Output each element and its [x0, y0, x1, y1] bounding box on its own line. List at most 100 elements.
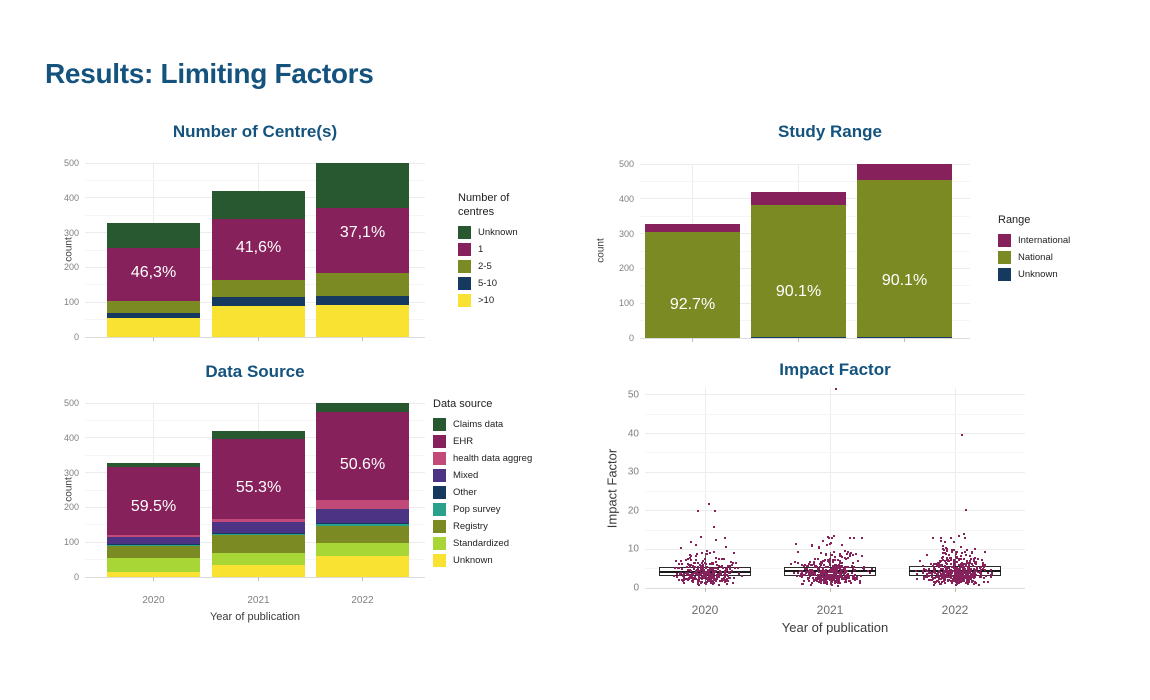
scatter-point — [706, 579, 709, 582]
bar-percent-label: 55.3% — [235, 478, 282, 496]
legend-item: Standardized — [433, 536, 532, 550]
scatter-point — [845, 558, 848, 561]
scatter-point — [810, 544, 813, 547]
scatter-point — [860, 537, 863, 540]
y-tick-label: 0 — [633, 582, 639, 594]
scatter-point — [724, 567, 727, 570]
scatter-point — [952, 565, 955, 568]
scatter-point — [973, 574, 976, 577]
scatter-point — [957, 579, 960, 582]
gridline-major — [85, 576, 425, 578]
scatter-point — [813, 563, 816, 566]
scatter-point — [967, 561, 970, 564]
y-tick-label: 400 — [63, 432, 79, 443]
scatter-point — [961, 564, 964, 567]
scatter-point — [948, 560, 951, 563]
scatter-point — [677, 563, 680, 566]
scatter-point — [833, 572, 836, 575]
gridline-minor — [645, 413, 1025, 415]
scatter-point — [834, 575, 837, 578]
scatter-point — [971, 580, 974, 583]
scatter-point — [812, 580, 815, 583]
scatter-point — [721, 565, 724, 568]
scatter-point — [692, 562, 695, 565]
legend-study-range: Range International National Unknown — [998, 214, 1070, 281]
scatter-point — [682, 578, 685, 581]
scatter-point — [834, 563, 837, 566]
scatter-point — [684, 558, 687, 561]
scatter-point — [805, 571, 808, 574]
scatter-point — [847, 575, 850, 578]
scatter-point — [942, 575, 945, 578]
scatter-point — [695, 569, 698, 572]
scatter-point — [959, 545, 962, 548]
scatter-point — [974, 561, 977, 564]
scatter-point — [931, 564, 934, 567]
gridline-major — [640, 163, 970, 165]
scatter-point — [712, 573, 715, 576]
y-tick-label: 40 — [627, 428, 639, 440]
legend-item: Unknown — [998, 267, 1070, 281]
scatter-point — [713, 526, 715, 529]
scatter-point — [959, 581, 962, 584]
scatter-point — [703, 568, 706, 571]
scatter-point — [968, 575, 971, 578]
scatter-point — [860, 554, 863, 557]
scatter-point — [828, 563, 831, 566]
y-axis-label: count — [63, 237, 75, 262]
scatter-point — [675, 575, 678, 578]
scatter-point — [838, 552, 841, 555]
scatter-point — [987, 571, 990, 574]
legend-item: Unknown — [433, 553, 532, 567]
scatter-point — [831, 576, 834, 579]
scatter-point — [930, 575, 933, 578]
legend-data-source: Data source Claims data EHR health data ag… — [433, 398, 532, 567]
scatter-point — [930, 579, 933, 582]
scatter-point — [931, 537, 934, 540]
scatter-point — [823, 576, 826, 579]
scatter-point — [731, 564, 734, 567]
scatter-point — [981, 568, 984, 571]
scatter-point — [704, 576, 707, 579]
scatter-point — [709, 577, 712, 580]
gridline-major — [645, 548, 1025, 550]
scatter-point — [968, 555, 971, 558]
y-tick-label: 500 — [63, 158, 79, 168]
scatter-point — [682, 580, 685, 583]
scatter-point — [838, 564, 841, 567]
scatter-point — [819, 575, 822, 578]
scatter-point — [936, 564, 939, 567]
scatter-point — [800, 570, 803, 573]
legend-swatch — [458, 276, 471, 290]
legend-swatch — [458, 259, 471, 273]
legend-item: National — [998, 250, 1070, 264]
scatter-point — [837, 579, 840, 582]
scatter-point — [964, 567, 967, 570]
scatter-point — [952, 564, 955, 567]
scatter-point — [694, 578, 697, 581]
scatter-point — [850, 582, 853, 585]
x-tick-mark — [904, 338, 905, 342]
scatter-point — [714, 509, 717, 512]
scatter-point — [957, 535, 960, 538]
legend-swatch — [998, 233, 1011, 247]
scatter-point — [826, 581, 829, 584]
scatter-point — [715, 574, 718, 577]
scatter-point — [844, 568, 847, 571]
scatter-point — [953, 580, 956, 583]
scatter-point — [966, 575, 969, 578]
scatter-point — [962, 562, 965, 565]
scatter-point — [691, 578, 694, 581]
scatter-point — [945, 576, 948, 578]
bar-2020-segment-Standardized — [107, 557, 200, 572]
scatter-point — [691, 564, 694, 567]
scatter-point — [853, 576, 856, 579]
scatter-point — [811, 572, 814, 575]
scatter-point — [707, 577, 710, 580]
scatter-point — [937, 561, 940, 564]
scatter-point — [859, 581, 862, 584]
scatter-point — [946, 579, 949, 582]
scatter-point — [841, 565, 844, 568]
scatter-point — [938, 578, 941, 581]
scatter-point — [978, 583, 981, 586]
